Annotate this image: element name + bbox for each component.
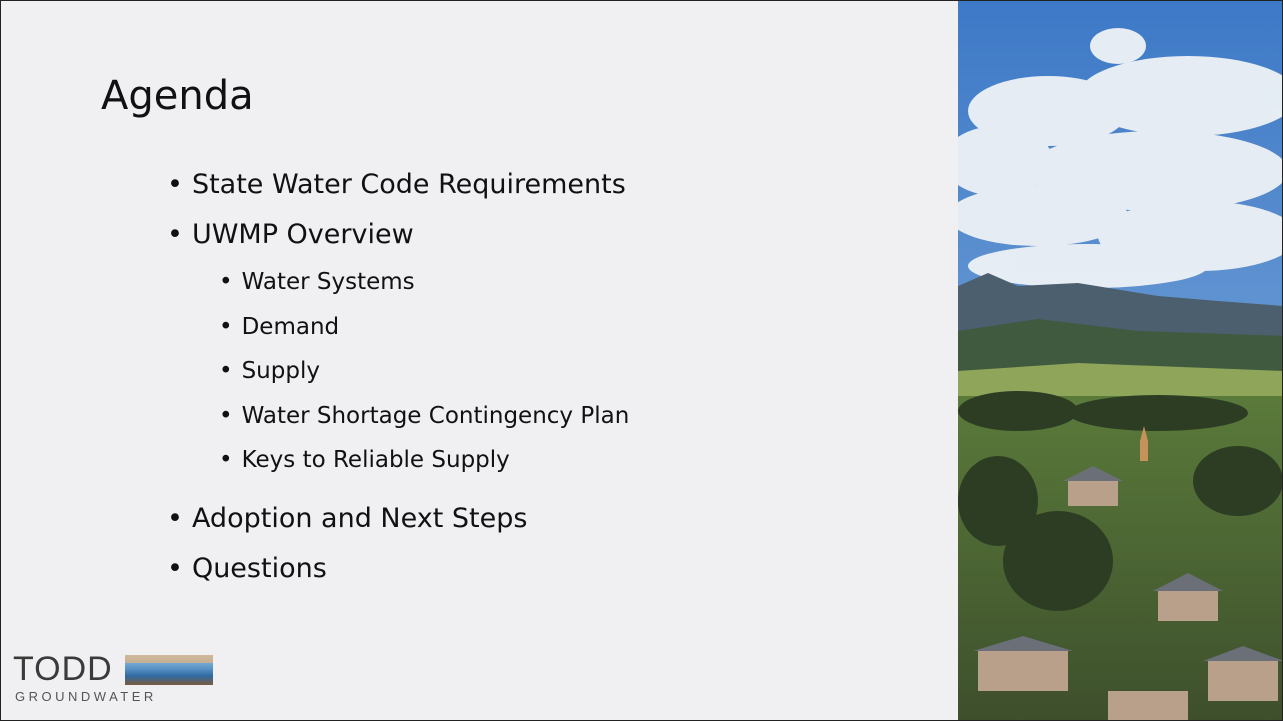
agenda-subitem: Demand [219, 314, 339, 340]
agenda-subitem: Supply [219, 358, 320, 384]
logo-graphic [125, 655, 213, 685]
slide: Agenda State Water Code Requirements UWMP… [0, 0, 1283, 721]
slide-title: Agenda [101, 73, 254, 119]
agenda-item: Adoption and Next Steps [167, 503, 527, 534]
agenda-item: Questions [167, 553, 327, 584]
logo: TODD GROUNDWATER [13, 651, 223, 711]
agenda-subitem: Keys to Reliable Supply [219, 447, 510, 473]
agenda-subitem: Water Systems [219, 269, 415, 295]
landscape-photo [958, 1, 1283, 721]
logo-tagline: GROUNDWATER [15, 689, 157, 704]
agenda-subitem: Water Shortage Contingency Plan [219, 403, 629, 429]
agenda-item: State Water Code Requirements [167, 169, 626, 200]
logo-name: TODD [13, 651, 113, 687]
agenda-item: UWMP Overview [167, 219, 414, 250]
